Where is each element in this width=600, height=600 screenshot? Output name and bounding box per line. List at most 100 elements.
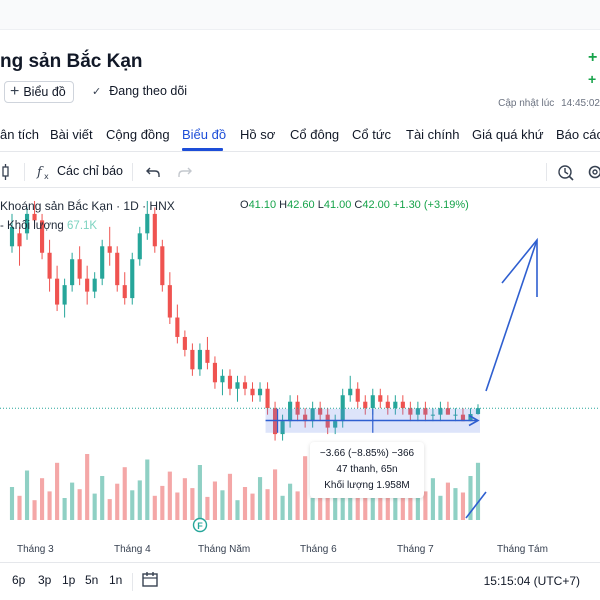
clock: 15:15:04 (UTC+7) [483, 574, 580, 588]
follow-button[interactable]: ✓ Đang theo dõi [92, 84, 187, 98]
tab-financials[interactable]: Tài chính [406, 127, 460, 142]
volume-bar [288, 483, 293, 520]
active-tab-indicator [182, 148, 223, 151]
volume-bar [423, 491, 428, 520]
close-label: C [354, 199, 363, 211]
chart-button[interactable]: + Biểu đồ [4, 81, 74, 103]
tab-reports[interactable]: Báo cáo [556, 127, 600, 142]
add-secondary-icon[interactable]: + [588, 71, 597, 87]
volume-bar [325, 488, 330, 520]
volume-bar [468, 476, 473, 520]
tooltip-change: −3.66 (−8.85%) −366 [319, 448, 415, 459]
volume-bar [17, 495, 22, 520]
chart-area[interactable]: F [0, 188, 600, 540]
volume-bar [318, 479, 323, 520]
candle-body [77, 259, 82, 279]
candle-body [9, 226, 15, 247]
candle-body [385, 401, 390, 409]
volume-bar [295, 491, 300, 520]
volume-bar [55, 462, 60, 520]
candle-body [408, 408, 413, 415]
price-chart[interactable]: F [0, 188, 600, 540]
range-6m[interactable]: 6p [12, 573, 26, 587]
volume-bar [9, 487, 15, 520]
tab-articles[interactable]: Bài viết [50, 127, 93, 142]
candle-body [242, 382, 248, 389]
add-icon[interactable]: + [588, 49, 598, 66]
indicators-button[interactable]: Các chỉ báo [57, 164, 124, 178]
volume-bar [122, 467, 127, 520]
volume-bar [453, 488, 458, 520]
candle-body [430, 414, 435, 416]
candle-body [288, 401, 293, 422]
fx-icon: f x [36, 165, 49, 181]
candle-body [182, 336, 187, 350]
candle-body [137, 233, 142, 260]
candle-body [370, 395, 375, 409]
volume-bar [340, 493, 345, 520]
toolbar-divider [24, 163, 25, 181]
symbol-legend[interactable]: Khoáng sản Bắc Kạn · 1D · HNX [0, 199, 175, 213]
candle-type-icon[interactable] [0, 164, 14, 180]
candle-body [32, 213, 37, 221]
calendar-icon[interactable] [142, 571, 158, 587]
trend-arrow-line [485, 239, 538, 392]
volume-bar [62, 498, 67, 520]
toolbar-divider [546, 163, 547, 181]
tab-profile[interactable]: Hồ sơ [240, 127, 276, 142]
candle-body [107, 246, 112, 253]
volume-bar [310, 498, 315, 520]
tab-community[interactable]: Cộng đồng [106, 127, 170, 142]
volume-bar [115, 483, 120, 520]
candle-body [363, 401, 368, 409]
candle-body [24, 213, 30, 234]
range-1d[interactable]: 1n [109, 573, 123, 587]
candle-body [92, 278, 97, 292]
volume-bar [280, 495, 285, 520]
undo-icon[interactable] [146, 165, 160, 179]
open-label: O [240, 199, 249, 211]
tab-dividends[interactable]: Cổ tức [352, 127, 392, 142]
candle-body [175, 317, 180, 337]
settings-icon[interactable] [586, 163, 600, 181]
volume-bar [160, 485, 165, 520]
high-value: 42.60 [287, 199, 315, 211]
tab-chart[interactable]: Biểu đồ [182, 127, 227, 142]
candle-body [475, 408, 481, 415]
volume-bar [303, 456, 308, 520]
volume-bar [385, 481, 390, 520]
volume-trend-line [465, 491, 487, 519]
candle-body [152, 213, 157, 247]
svg-text:f: f [36, 165, 44, 180]
replay-icon[interactable] [557, 163, 575, 181]
candle-body [453, 414, 458, 416]
x-tick-label: Tháng 6 [300, 544, 337, 555]
range-3m[interactable]: 3p [38, 573, 52, 587]
candle-body [265, 388, 270, 409]
volume-bar [460, 492, 466, 520]
candle-body [438, 408, 443, 415]
volume-bar [39, 478, 45, 520]
redo-icon[interactable] [178, 165, 192, 179]
volume-bar [85, 454, 90, 520]
candle-body [100, 246, 105, 279]
candle-body [400, 401, 405, 409]
tab-analysis[interactable]: ân tích [0, 127, 40, 142]
candle-body [160, 246, 165, 286]
candle-body [122, 285, 127, 299]
tab-price-history[interactable]: Giá quá khứ [472, 127, 544, 142]
volume-bar [370, 476, 375, 520]
range-5d[interactable]: 5n [85, 573, 99, 587]
svg-text:x: x [44, 172, 49, 181]
event-marker-circle [192, 517, 208, 533]
candle-body [415, 408, 420, 415]
volume-bar [257, 477, 263, 520]
toolbar-divider [132, 573, 133, 591]
candle-body [227, 375, 233, 389]
follow-label: Đang theo dõi [109, 84, 188, 98]
tab-shareholders[interactable]: Cổ đông [290, 127, 340, 142]
updated-label: Cập nhật lúc [498, 98, 555, 109]
range-1m[interactable]: 1p [62, 573, 76, 587]
x-tick-label: Tháng Tám [497, 544, 548, 555]
candle-body [220, 375, 225, 383]
